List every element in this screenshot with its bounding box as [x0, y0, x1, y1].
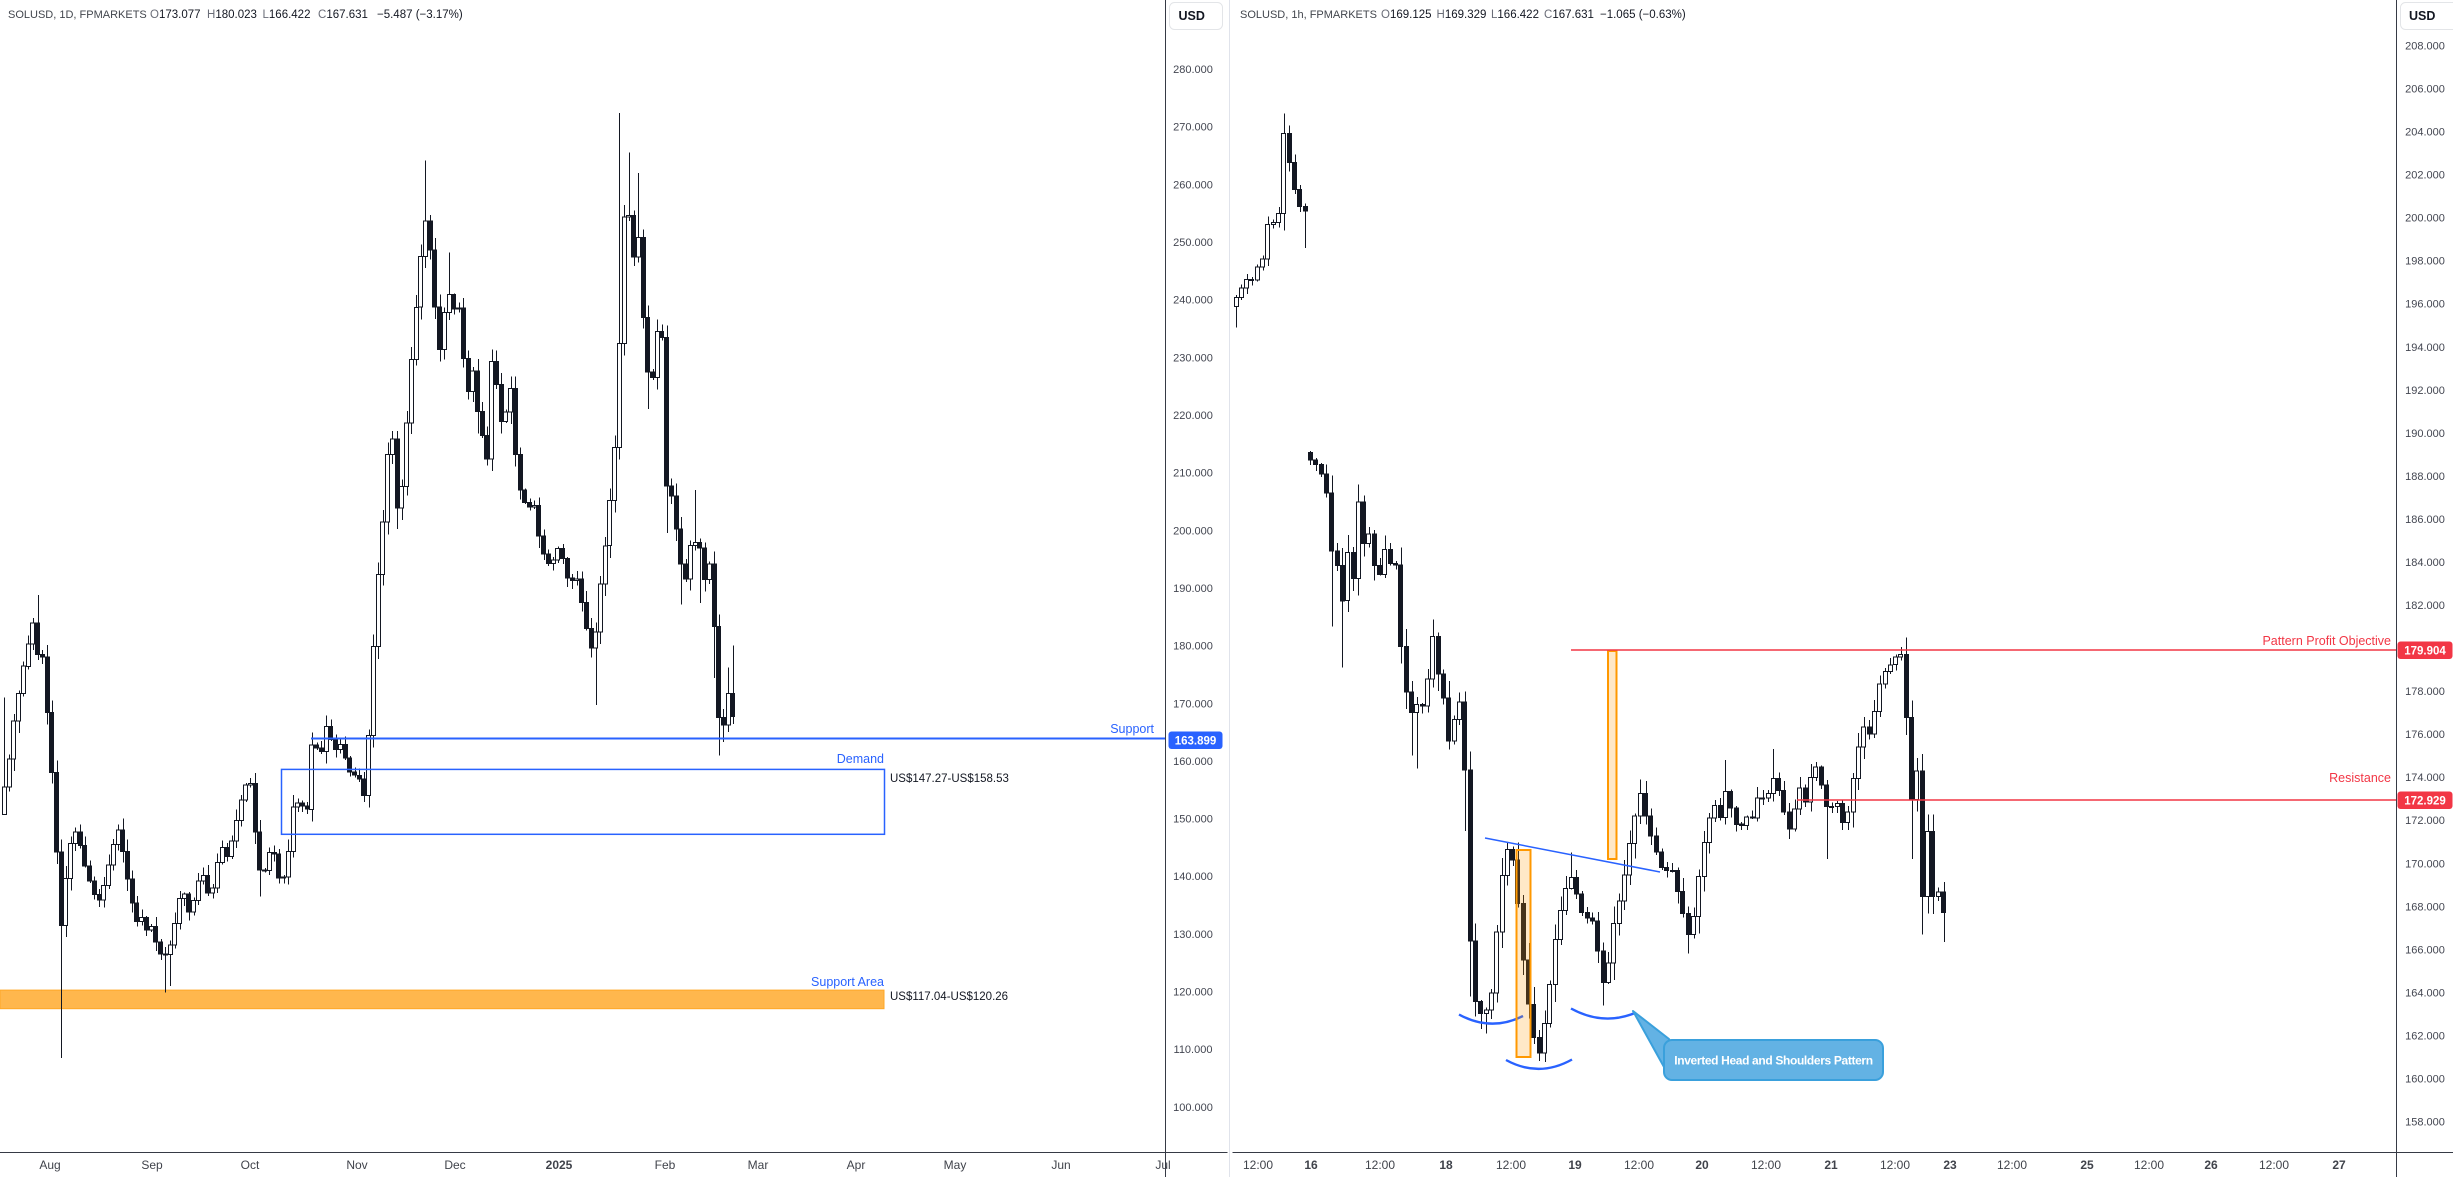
svg-text:H169.329: H169.329	[1437, 9, 1487, 21]
svg-text:May: May	[944, 1158, 967, 1172]
svg-text:Oct: Oct	[241, 1158, 260, 1172]
svg-text:204.000: 204.000	[2405, 127, 2445, 139]
svg-text:US$117.04-US$120.26: US$117.04-US$120.26	[890, 991, 1008, 1003]
svg-text:US$147.27-US$158.53: US$147.27-US$158.53	[890, 773, 1009, 785]
svg-text:Nov: Nov	[346, 1158, 367, 1172]
svg-text:170.000: 170.000	[1173, 698, 1213, 710]
svg-text:140.000: 140.000	[1173, 871, 1213, 883]
svg-text:12:00: 12:00	[1997, 1158, 2027, 1172]
svg-text:C167.631: C167.631	[1544, 9, 1594, 21]
svg-text:174.000: 174.000	[2405, 772, 2445, 784]
svg-text:Support: Support	[1110, 722, 1154, 736]
svg-text:Dec: Dec	[444, 1158, 465, 1172]
svg-text:21: 21	[1824, 1158, 1838, 1172]
svg-text:179.904: 179.904	[2404, 646, 2446, 658]
svg-text:12:00: 12:00	[1880, 1158, 1910, 1172]
svg-text:19: 19	[1568, 1158, 1582, 1172]
svg-text:L166.422: L166.422	[263, 9, 311, 21]
svg-text:220.000: 220.000	[1173, 410, 1213, 422]
svg-text:166.000: 166.000	[2405, 944, 2445, 956]
svg-text:−5.487 (−3.17%): −5.487 (−3.17%)	[377, 9, 463, 21]
svg-text:27: 27	[2332, 1158, 2346, 1172]
svg-text:C167.631: C167.631	[318, 9, 368, 21]
svg-text:Feb: Feb	[655, 1158, 676, 1172]
svg-text:Jul: Jul	[1155, 1158, 1170, 1172]
svg-text:188.000: 188.000	[2405, 471, 2445, 483]
svg-text:2025: 2025	[546, 1158, 573, 1172]
svg-text:163.899: 163.899	[1175, 736, 1217, 748]
svg-text:164.000: 164.000	[2405, 987, 2445, 999]
svg-text:200.000: 200.000	[1173, 525, 1213, 537]
svg-text:SOLUSD, 1h, FPMARKETS: SOLUSD, 1h, FPMARKETS	[1240, 9, 1377, 21]
svg-text:12:00: 12:00	[1243, 1158, 1273, 1172]
svg-text:23: 23	[1943, 1158, 1957, 1172]
svg-text:210.000: 210.000	[1173, 468, 1213, 480]
svg-text:O169.125: O169.125	[1381, 9, 1432, 21]
svg-text:Apr: Apr	[847, 1158, 866, 1172]
svg-text:H180.023: H180.023	[207, 9, 257, 21]
svg-text:206.000: 206.000	[2405, 84, 2445, 96]
svg-text:Inverted Head and Shoulders Pa: Inverted Head and Shoulders Pattern	[1674, 1054, 1872, 1068]
svg-text:150.000: 150.000	[1173, 814, 1213, 826]
svg-text:16: 16	[1304, 1158, 1318, 1172]
svg-text:168.000: 168.000	[2405, 901, 2445, 913]
svg-text:240.000: 240.000	[1173, 295, 1213, 307]
svg-text:158.000: 158.000	[2405, 1117, 2445, 1129]
svg-text:Aug: Aug	[39, 1158, 60, 1172]
svg-text:18: 18	[1439, 1158, 1453, 1172]
svg-text:190.000: 190.000	[1173, 583, 1213, 595]
svg-text:12:00: 12:00	[2259, 1158, 2289, 1172]
svg-text:USD: USD	[1179, 9, 1205, 23]
svg-text:280.000: 280.000	[1173, 64, 1213, 76]
svg-text:208.000: 208.000	[2405, 41, 2445, 53]
svg-text:Sep: Sep	[141, 1158, 163, 1172]
svg-text:12:00: 12:00	[1365, 1158, 1395, 1172]
svg-text:Demand: Demand	[837, 752, 884, 766]
svg-text:198.000: 198.000	[2405, 256, 2445, 268]
svg-text:230.000: 230.000	[1173, 352, 1213, 364]
svg-text:100.000: 100.000	[1173, 1102, 1213, 1114]
svg-text:186.000: 186.000	[2405, 514, 2445, 526]
svg-text:12:00: 12:00	[1496, 1158, 1526, 1172]
svg-text:250.000: 250.000	[1173, 237, 1213, 249]
svg-text:172.929: 172.929	[2404, 796, 2446, 808]
svg-text:26: 26	[2204, 1158, 2218, 1172]
svg-text:176.000: 176.000	[2405, 729, 2445, 741]
svg-text:−1.065 (−0.63%): −1.065 (−0.63%)	[1600, 9, 1686, 21]
svg-text:162.000: 162.000	[2405, 1030, 2445, 1042]
svg-text:260.000: 260.000	[1173, 179, 1213, 191]
svg-text:172.000: 172.000	[2405, 815, 2445, 827]
svg-text:178.000: 178.000	[2405, 686, 2445, 698]
svg-text:Pattern Profit Objective: Pattern Profit Objective	[2262, 634, 2391, 648]
svg-text:SOLUSD, 1D, FPMARKETS: SOLUSD, 1D, FPMARKETS	[8, 9, 147, 21]
svg-text:202.000: 202.000	[2405, 170, 2445, 182]
svg-text:184.000: 184.000	[2405, 557, 2445, 569]
svg-text:110.000: 110.000	[1174, 1044, 1213, 1056]
svg-text:200.000: 200.000	[2405, 213, 2445, 225]
svg-text:Resistance: Resistance	[2329, 771, 2391, 785]
svg-text:182.000: 182.000	[2405, 600, 2445, 612]
svg-text:160.000: 160.000	[2405, 1074, 2445, 1086]
svg-text:180.000: 180.000	[1173, 641, 1213, 653]
svg-text:20: 20	[1695, 1158, 1709, 1172]
svg-text:USD: USD	[2409, 9, 2435, 23]
svg-text:Jun: Jun	[1051, 1158, 1070, 1172]
svg-text:194.000: 194.000	[2405, 342, 2445, 354]
svg-text:25: 25	[2080, 1158, 2094, 1172]
svg-text:12:00: 12:00	[1624, 1158, 1654, 1172]
svg-text:170.000: 170.000	[2405, 858, 2445, 870]
svg-text:130.000: 130.000	[1173, 929, 1213, 941]
svg-text:190.000: 190.000	[2405, 428, 2445, 440]
svg-text:Support Area: Support Area	[811, 975, 884, 989]
svg-text:120.000: 120.000	[1173, 987, 1213, 999]
svg-text:12:00: 12:00	[2134, 1158, 2164, 1172]
svg-text:270.000: 270.000	[1173, 122, 1213, 134]
svg-text:Mar: Mar	[748, 1158, 769, 1172]
svg-text:12:00: 12:00	[1751, 1158, 1781, 1172]
svg-text:L166.422: L166.422	[1491, 9, 1539, 21]
svg-text:196.000: 196.000	[2405, 299, 2445, 311]
svg-text:192.000: 192.000	[2405, 385, 2445, 397]
svg-text:O173.077: O173.077	[150, 9, 201, 21]
svg-text:160.000: 160.000	[1173, 756, 1213, 768]
